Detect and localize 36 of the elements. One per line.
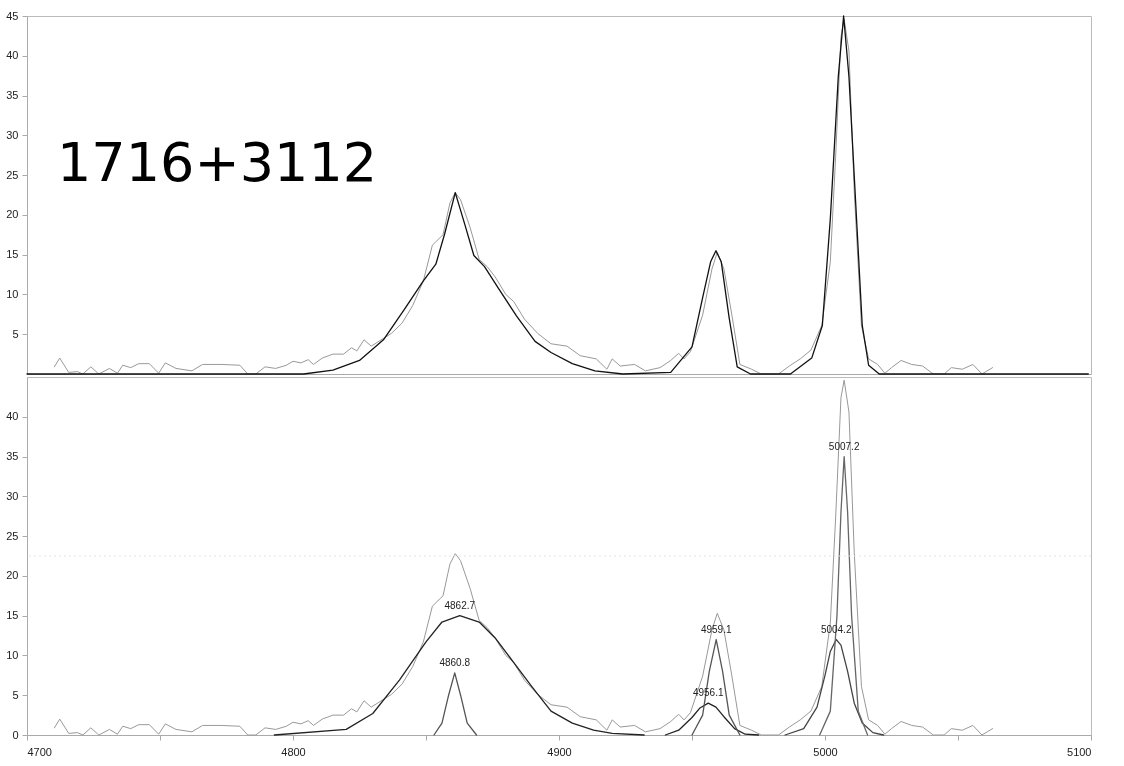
line-series bbox=[664, 702, 760, 736]
y-tick-label: 15 bbox=[6, 609, 19, 622]
y-tick-label: 40 bbox=[6, 410, 19, 423]
line-series bbox=[691, 638, 741, 736]
line-series bbox=[433, 672, 478, 736]
y-tick-label: 10 bbox=[6, 648, 19, 661]
y-tick-label: 0 bbox=[12, 728, 19, 741]
line-series bbox=[53, 379, 994, 736]
annotation: 5004.2 bbox=[820, 623, 852, 635]
line-series bbox=[273, 615, 645, 736]
x-tick-label: 4900 bbox=[547, 745, 572, 758]
y-tick-label: 10 bbox=[6, 287, 19, 300]
line-series bbox=[784, 638, 885, 736]
y-tick-label: 25 bbox=[6, 529, 19, 542]
y-tick-label: 30 bbox=[6, 489, 19, 502]
y-tick-label: 35 bbox=[6, 89, 19, 102]
y-tick-label: 30 bbox=[6, 128, 19, 141]
y-tick-label: 15 bbox=[6, 248, 19, 261]
y-tick-label: 40 bbox=[6, 49, 19, 62]
y-tick-label: 35 bbox=[6, 450, 19, 463]
y-tick-label: 20 bbox=[6, 208, 19, 221]
y-tick-label: 25 bbox=[6, 168, 19, 181]
x-tick-label: 4800 bbox=[281, 745, 306, 758]
annotation: 4959.1 bbox=[700, 623, 732, 635]
line-series bbox=[819, 455, 869, 736]
annotation: 1716+3112 bbox=[57, 131, 378, 194]
x-tick-label: 5000 bbox=[813, 745, 838, 758]
y-tick-label: 20 bbox=[6, 569, 19, 582]
y-tick-label: 5 bbox=[12, 327, 19, 340]
annotation: 5007.2 bbox=[828, 440, 860, 452]
x-tick-label: 5100 bbox=[1067, 745, 1092, 758]
x-tick-label: 4700 bbox=[27, 745, 52, 758]
annotation: 4862.7 bbox=[444, 599, 476, 611]
y-tick-label: 45 bbox=[6, 9, 19, 22]
y-tick-label: 5 bbox=[12, 688, 19, 701]
annotation: 4860.8 bbox=[439, 656, 471, 668]
